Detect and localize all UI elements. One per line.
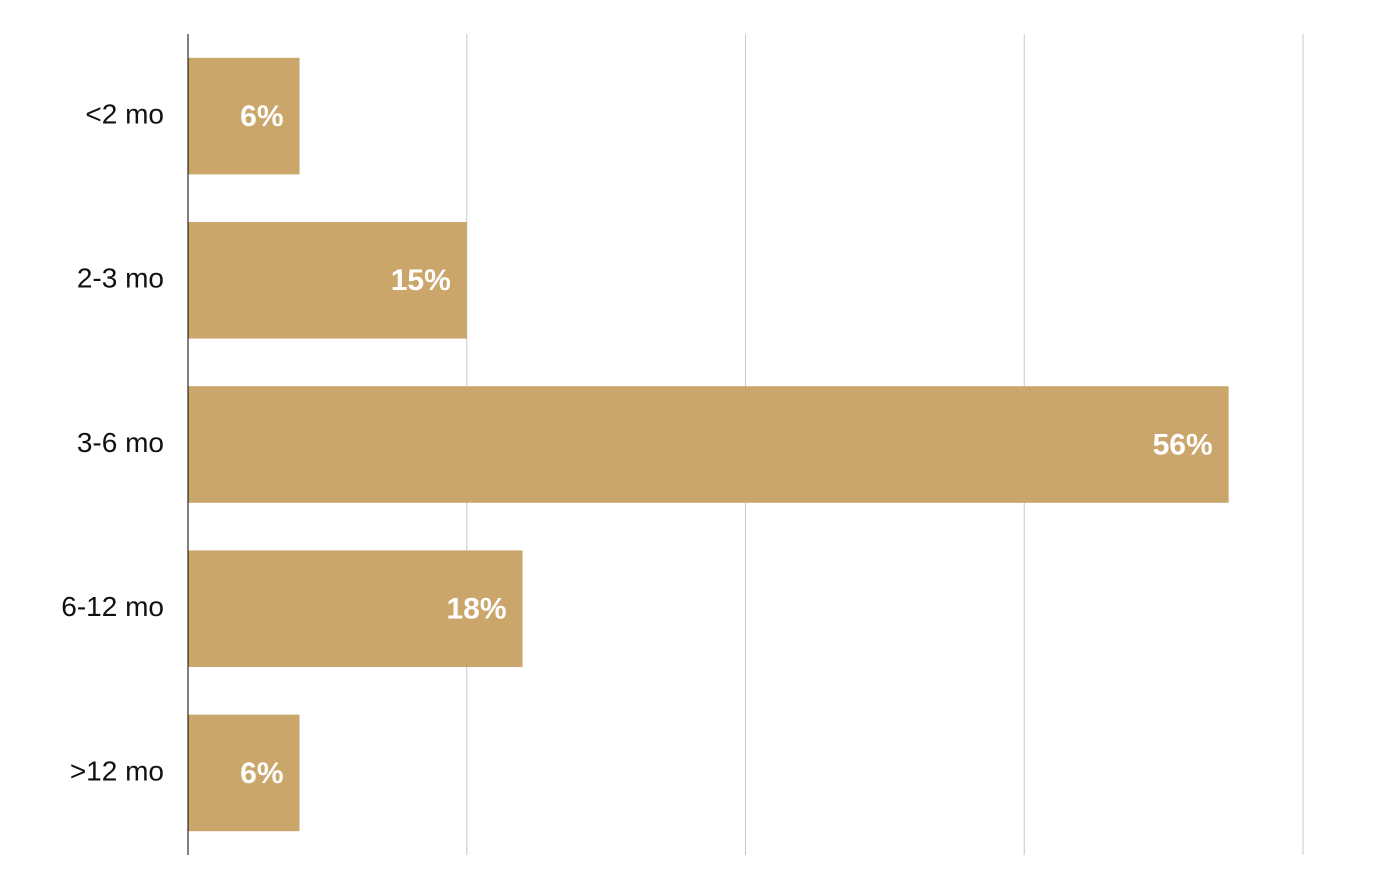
bar bbox=[188, 222, 467, 339]
y-tick-label: 6-12 mo bbox=[61, 591, 164, 622]
bar bbox=[188, 57, 300, 175]
bar bbox=[188, 714, 300, 832]
bar bbox=[188, 386, 1229, 503]
y-tick-label: 2-3 mo bbox=[77, 263, 164, 294]
y-tick-label: 3-6 mo bbox=[77, 427, 164, 458]
y-tick-label: <2 mo bbox=[85, 98, 164, 129]
value-label: 6% bbox=[240, 757, 283, 790]
bar bbox=[188, 550, 523, 667]
value-label: 15% bbox=[391, 264, 451, 297]
value-label: 18% bbox=[446, 593, 506, 626]
value-label: 6% bbox=[240, 100, 283, 133]
value-label: 56% bbox=[1153, 428, 1213, 461]
y-tick-label: >12 mo bbox=[70, 755, 164, 786]
